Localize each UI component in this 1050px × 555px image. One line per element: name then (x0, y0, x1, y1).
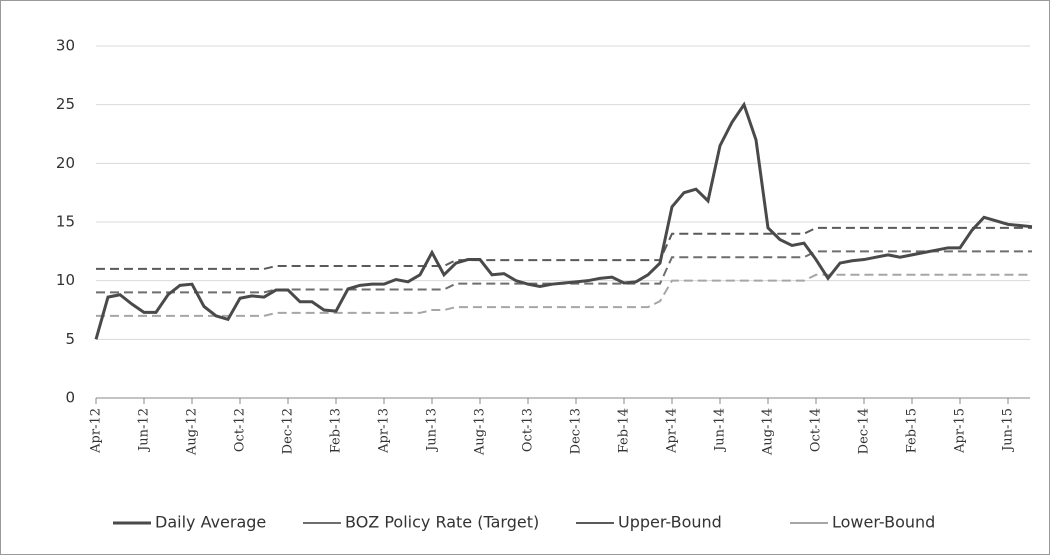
series-line (96, 226, 1032, 270)
x-tick-label: Apr-14 (665, 408, 680, 454)
series-line (96, 273, 1032, 317)
x-tick-label: Feb-13 (329, 408, 344, 453)
y-tick-label: 5 (65, 330, 75, 348)
x-tick-label: Feb-14 (617, 408, 632, 453)
y-tick-label: 10 (56, 271, 75, 289)
x-tick-label: Dec-14 (857, 408, 872, 454)
x-tick-label: Oct-13 (521, 408, 536, 452)
x-tick-label: Apr-12 (89, 408, 104, 454)
x-tick-label: Jun-13 (425, 408, 440, 453)
x-tick-label: Dec-13 (569, 408, 584, 454)
x-tick-label: Jun-15 (1001, 408, 1016, 453)
x-tick-label: Oct-14 (809, 408, 824, 452)
legend-label: BOZ Policy Rate (Target) (345, 513, 539, 532)
y-tick-label: 25 (56, 95, 75, 113)
y-tick-label: 20 (56, 154, 75, 172)
legend-label: Lower-Bound (832, 513, 935, 532)
x-tick-label: Aug-13 (473, 408, 488, 456)
x-tick-label: Apr-13 (377, 408, 392, 454)
legend-label: Daily Average (155, 513, 266, 532)
x-tick-label: Aug-12 (185, 408, 200, 456)
x-tick-label: Jun-14 (713, 408, 728, 453)
legend-label: Upper-Bound (618, 513, 722, 532)
y-tick-label: 0 (65, 389, 75, 407)
x-tick-label: Jun-12 (137, 408, 152, 453)
x-tick-label: Aug-14 (761, 408, 776, 456)
x-tick-label: Oct-12 (233, 408, 248, 452)
x-tick-label: Feb-15 (905, 408, 920, 453)
series-line (94, 101, 1033, 340)
x-tick-label: Apr-15 (953, 408, 968, 454)
y-tick-label: 30 (56, 37, 75, 55)
y-tick-label: 15 (56, 213, 75, 231)
x-tick-label: Dec-12 (281, 408, 296, 454)
